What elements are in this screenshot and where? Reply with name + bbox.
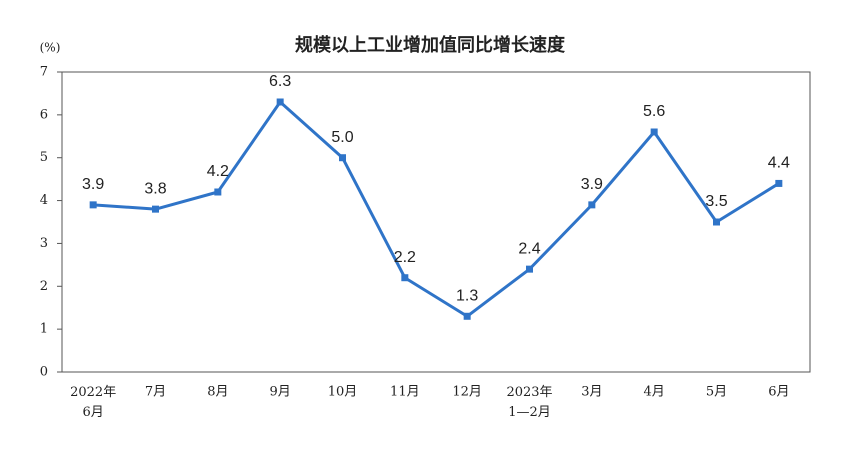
data-label: 1.3 [456,288,478,305]
x-tick-label: 2023年 1—2月 [506,385,552,420]
x-tick-label: 5月 [706,385,727,400]
data-point [650,128,658,136]
y-tick-label: 7 [40,65,48,80]
data-label: 3.8 [144,180,166,197]
x-tick-label: 11月 [390,385,420,400]
data-label: 5.0 [331,129,353,146]
x-tick-label: 4月 [644,385,665,400]
x-tick-label: 2022年 6月 [70,385,116,420]
data-label: 2.4 [518,240,540,257]
x-tick-label: 7月 [145,385,166,400]
data-line [93,100,780,318]
data-label: 3.9 [581,176,603,193]
y-tick-label: 3 [40,236,48,251]
x-tick-label: 9月 [270,385,291,400]
x-tick-label: 6月 [768,385,789,400]
data-point [713,218,720,226]
data-point [526,265,533,273]
x-tick-label: 10月 [328,385,358,400]
y-tick-label: 1 [40,322,48,337]
x-tick-label: 12月 [452,385,482,400]
data-point [339,154,346,162]
y-tick-label: 2 [40,279,48,294]
data-point [463,312,471,320]
data-point [775,179,783,187]
data-label: 6.3 [269,73,291,90]
y-tick-label: 0 [40,365,48,380]
data-point [152,205,159,213]
x-tick-label: 8月 [207,385,228,400]
data-label: 3.9 [82,176,104,193]
data-point [588,201,596,209]
y-tick-label: 4 [40,193,48,208]
data-point [401,274,409,282]
data-label: 2.2 [394,249,416,266]
data-label: 5.6 [643,103,665,120]
data-point [276,98,284,106]
data-label: 4.2 [207,163,229,180]
chart-title: 规模以上工业增加值同比增长速度 [295,34,566,56]
data-point [214,188,222,196]
data-label: 4.4 [768,155,790,172]
plot-frame [61,71,811,373]
y-axis-label: (%) [40,41,61,55]
data-point [89,201,97,209]
x-tick-label: 3月 [581,385,602,400]
y-tick-label: 5 [40,150,48,165]
y-tick-label: 6 [40,107,48,122]
data-label: 3.5 [705,193,727,210]
